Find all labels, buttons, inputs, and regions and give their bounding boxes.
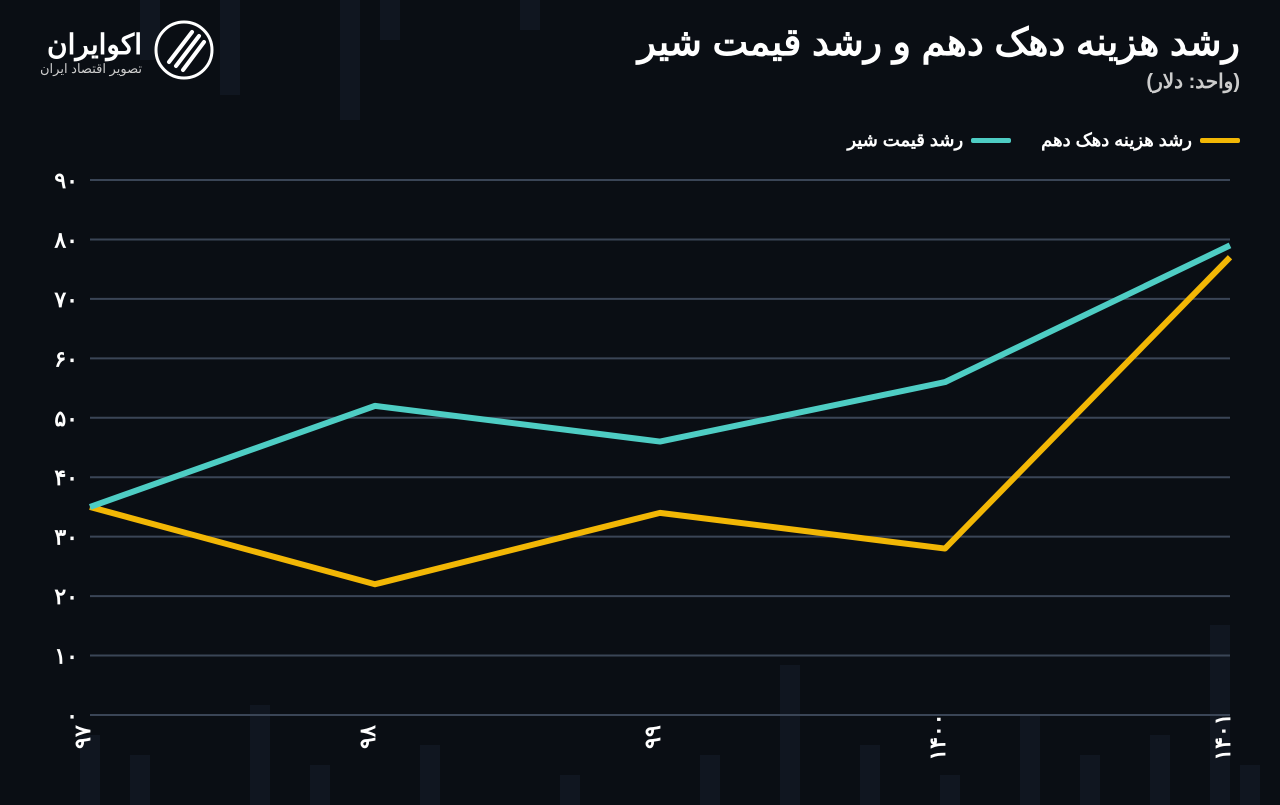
logo-tagline: تصویر اقتصاد ایران — [40, 61, 142, 77]
chart-svg: ۰ ۱۰ ۲۰ ۳۰ ۴۰ ۵۰ ۶۰ ۷۰ ۸۰ ۹۰ ۹۷ ۹۸ ۹۹ ۱۴۰۰ ۱۴۰۱ — [30, 170, 1250, 785]
x-tick-label: ۱۴۰۱ — [1210, 713, 1235, 760]
logo-name: اکوایران — [40, 28, 142, 61]
title-block: رشد هزینه دهک دهم و رشد قیمت شیر (واحد: … — [638, 20, 1240, 94]
y-tick-label: ۹۰ — [54, 170, 78, 193]
x-tick-label: ۹۸ — [355, 725, 380, 749]
chart-area: ۰ ۱۰ ۲۰ ۳۰ ۴۰ ۵۰ ۶۰ ۷۰ ۸۰ ۹۰ ۹۷ ۹۸ ۹۹ ۱۴۰۰ ۱۴۰۱ — [30, 170, 1250, 785]
y-tick-label: ۸۰ — [53, 227, 78, 252]
chart-title: رشد هزینه دهک دهم و رشد قیمت شیر — [638, 20, 1240, 65]
legend-label-series1: رشد هزینه دهک دهم — [1041, 130, 1192, 151]
legend-item-series2: رشد قیمت شیر — [847, 130, 1011, 151]
y-tick-label: ۲۰ — [54, 584, 78, 609]
logo-icon — [154, 20, 214, 85]
series-line-series1 — [90, 257, 1230, 584]
header: رشد هزینه دهک دهم و رشد قیمت شیر (واحد: … — [40, 20, 1240, 94]
x-tick-label: ۱۴۰۰ — [925, 713, 950, 760]
brand-logo: اکوایران تصویر اقتصاد ایران — [40, 20, 214, 85]
y-tick-label: ۵۰ — [54, 406, 78, 431]
chart-subtitle: (واحد: دلار) — [638, 69, 1240, 94]
y-tick-label: ۱۰ — [54, 644, 78, 669]
y-tick-label: ۶۰ — [54, 346, 78, 371]
legend-swatch-series2 — [971, 138, 1011, 143]
legend: رشد هزینه دهک دهم رشد قیمت شیر — [847, 130, 1240, 151]
legend-label-series2: رشد قیمت شیر — [847, 130, 963, 151]
y-tick-label: ۷۰ — [53, 287, 78, 312]
y-tick-label: ۰ — [66, 703, 78, 728]
series-line-series2 — [90, 245, 1230, 507]
legend-swatch-series1 — [1200, 138, 1240, 143]
y-tick-label: ۳۰ — [54, 525, 78, 550]
x-tick-label: ۹۹ — [640, 725, 665, 749]
x-tick-label: ۹۷ — [70, 725, 95, 749]
y-tick-label: ۴۰ — [54, 465, 78, 490]
legend-item-series1: رشد هزینه دهک دهم — [1041, 130, 1240, 151]
